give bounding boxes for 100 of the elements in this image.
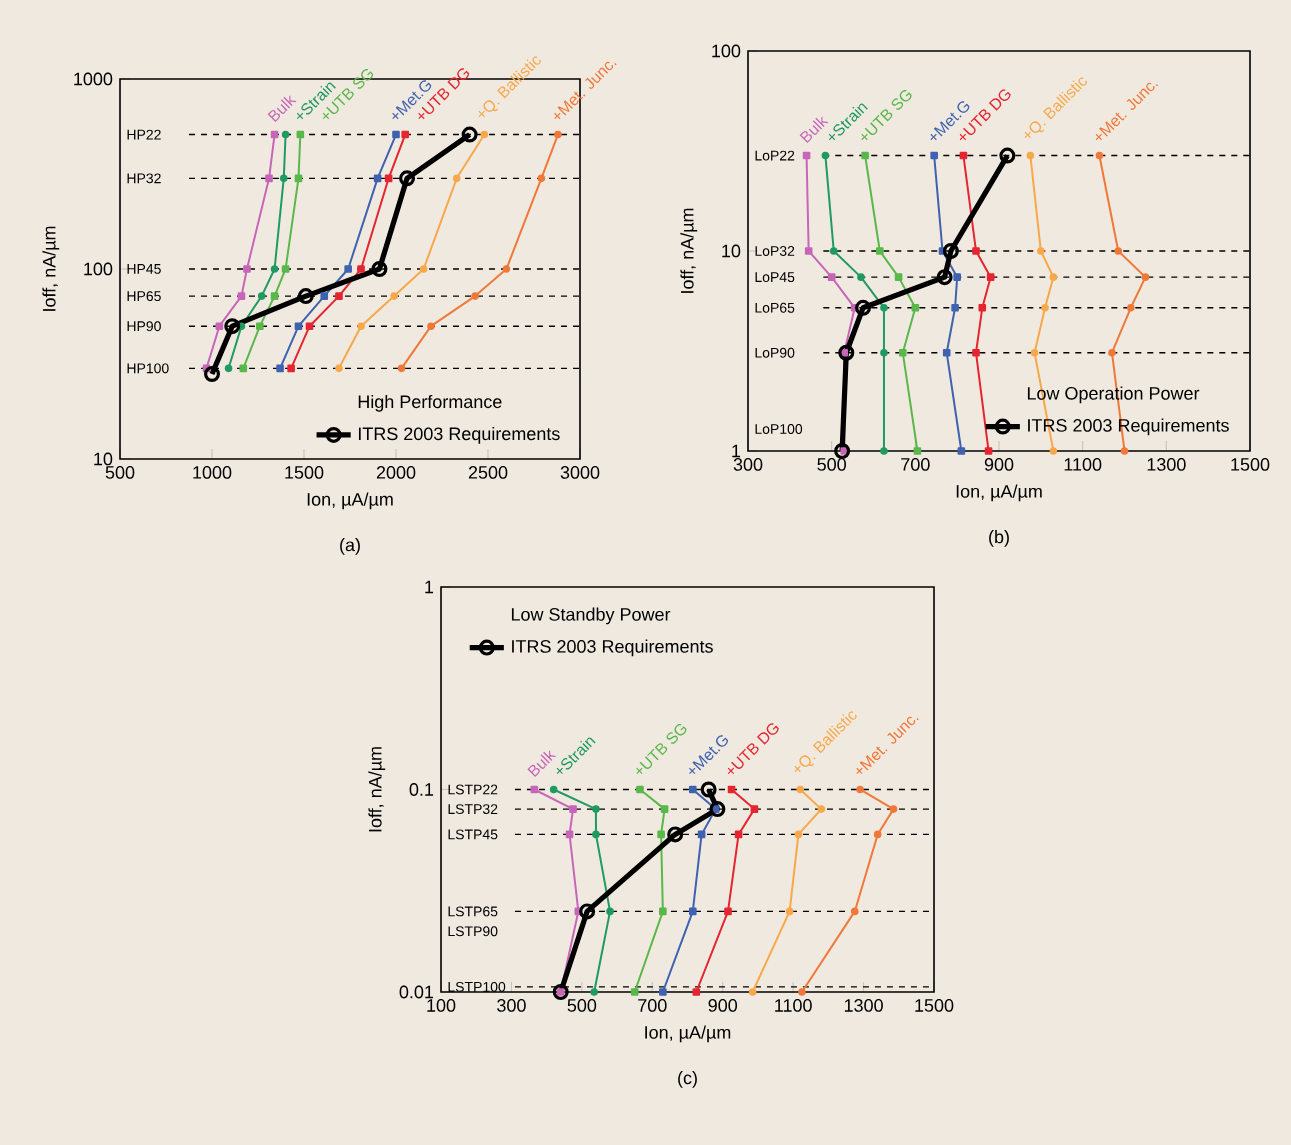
- x-tick-label: 1100: [775, 999, 812, 1012]
- ref-line-label: LSTP32: [448, 804, 498, 815]
- point: [972, 348, 980, 357]
- point: [630, 988, 639, 996]
- point: [270, 130, 279, 139]
- point: [537, 174, 546, 183]
- point: [590, 988, 598, 996]
- point: [419, 265, 428, 273]
- y-tick-label: 100: [712, 44, 741, 58]
- point: [256, 322, 264, 330]
- point: [802, 151, 811, 160]
- point: [660, 805, 669, 813]
- point: [281, 265, 290, 273]
- x-axis-title: Ion, µA/µm: [956, 484, 1042, 502]
- x-tick-label: 900: [708, 999, 738, 1012]
- point: [953, 273, 961, 281]
- text: (a): [340, 538, 360, 555]
- point: [1114, 247, 1123, 255]
- point: [257, 292, 266, 300]
- annotation: LSTP90: [448, 926, 498, 937]
- x-tick-label: 100: [427, 999, 456, 1012]
- y-tick-label: 0.1: [409, 783, 434, 796]
- point: [930, 151, 938, 160]
- point: [279, 174, 288, 183]
- ref-line-label: LoP22: [755, 150, 795, 161]
- point: [243, 265, 251, 273]
- ref-line-label: HP22: [127, 129, 161, 140]
- ref-line-label: LoP32: [755, 246, 795, 256]
- point: [335, 364, 343, 373]
- point: [875, 247, 884, 255]
- x-tick-label: 2500: [468, 466, 508, 479]
- point: [606, 907, 614, 916]
- point: [894, 273, 903, 281]
- point: [224, 318, 241, 335]
- y-tick-label: 100: [84, 262, 113, 276]
- ref-line-label: HP90: [127, 321, 161, 332]
- point: [294, 174, 303, 183]
- point: [270, 265, 279, 273]
- point: [999, 147, 1016, 164]
- point: [880, 348, 888, 357]
- point: [471, 292, 479, 300]
- point: [827, 273, 836, 281]
- point: [821, 151, 830, 160]
- x-tick-label: 3000: [560, 466, 600, 479]
- ref-line-label: LSTP45: [448, 829, 498, 840]
- legend-title: High Performance: [358, 394, 502, 412]
- point: [530, 785, 539, 794]
- y-tick-label: 10: [94, 452, 113, 466]
- x-tick-label: 300: [497, 999, 526, 1012]
- text: (b): [989, 530, 1009, 547]
- point: [667, 826, 684, 843]
- point: [1026, 151, 1035, 160]
- point: [305, 322, 314, 330]
- x-tick-label: 1000: [193, 466, 232, 479]
- x-tick-label: 700: [638, 999, 667, 1012]
- point: [390, 292, 398, 300]
- ref-line-label: LoP90: [755, 347, 795, 358]
- point: [750, 805, 759, 813]
- x-tick-label: 500: [567, 999, 597, 1012]
- point: [889, 805, 898, 813]
- point: [401, 130, 409, 139]
- point: [957, 447, 966, 455]
- point: [399, 170, 416, 187]
- ref-line-label: HP45: [127, 264, 161, 274]
- point: [984, 447, 993, 455]
- point: [972, 247, 980, 255]
- point: [986, 273, 995, 281]
- point: [592, 830, 600, 839]
- point: [320, 292, 329, 300]
- point: [1108, 348, 1116, 357]
- point: [1095, 151, 1104, 160]
- text: Bulk: [267, 95, 297, 123]
- point: [565, 830, 574, 839]
- y-tick-label: 1: [425, 580, 434, 594]
- y-tick-label: 0.01: [399, 985, 434, 999]
- ref-line-label: LoP65: [755, 302, 795, 313]
- point: [371, 260, 388, 277]
- point: [951, 303, 959, 312]
- point: [636, 785, 644, 794]
- point: [204, 366, 221, 383]
- point: [727, 785, 736, 794]
- point: [911, 303, 920, 312]
- point: [281, 130, 290, 139]
- point: [297, 288, 314, 305]
- point: [461, 126, 478, 143]
- point: [855, 299, 872, 316]
- point: [688, 907, 697, 916]
- point: [502, 265, 511, 273]
- text: (c): [678, 1071, 697, 1088]
- point: [237, 292, 246, 300]
- text: Bulk: [527, 750, 557, 778]
- y-axis-title: Ioff, nA/µm: [42, 226, 60, 311]
- x-axis-title: Ion, µA/µm: [307, 492, 393, 510]
- x-tick-label: 1500: [285, 466, 324, 479]
- point: [1049, 447, 1058, 455]
- point: [452, 174, 461, 183]
- ref-line-label: LSTP65: [448, 906, 498, 917]
- point: [659, 988, 667, 996]
- point: [688, 785, 697, 794]
- x-tick-label: 1100: [1064, 458, 1102, 471]
